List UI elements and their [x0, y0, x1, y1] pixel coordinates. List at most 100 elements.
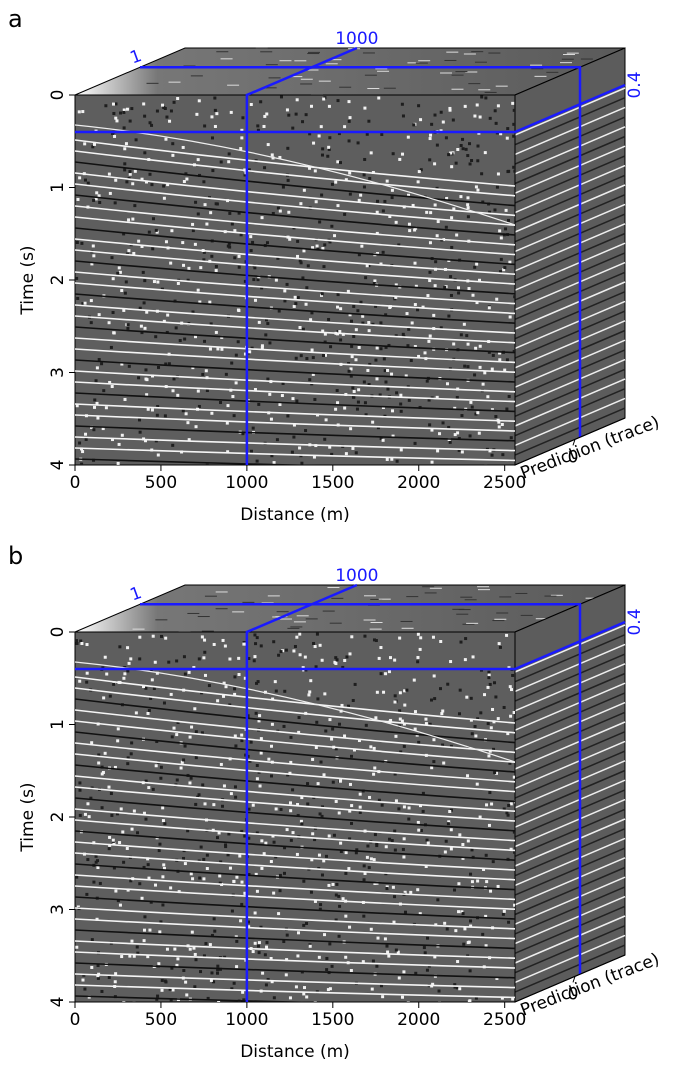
speckle	[344, 452, 348, 456]
speckle	[89, 321, 93, 325]
speckle	[203, 339, 207, 343]
speckle	[171, 443, 175, 447]
speckle	[182, 758, 186, 762]
speckle	[243, 173, 247, 177]
speckle	[413, 303, 417, 307]
speckle	[199, 266, 203, 270]
speckle	[91, 244, 95, 248]
side-event	[514, 682, 626, 731]
speckle	[254, 711, 258, 715]
speckle	[194, 425, 198, 429]
speckle	[352, 395, 356, 399]
speckle	[439, 326, 443, 330]
speckle	[466, 774, 470, 778]
speckle	[97, 358, 101, 362]
speckle	[110, 813, 114, 817]
speckle	[378, 393, 382, 397]
speckle	[109, 792, 113, 796]
speckle	[313, 397, 317, 401]
speckle	[367, 383, 371, 387]
speckle	[123, 397, 127, 401]
speckle	[471, 293, 475, 297]
speckle	[458, 833, 462, 837]
speckle	[358, 792, 362, 796]
speckle	[125, 107, 129, 111]
speckle	[375, 964, 379, 968]
speckle	[309, 679, 313, 683]
speckle	[264, 841, 268, 845]
speckle	[379, 321, 383, 325]
speckle	[138, 657, 142, 661]
speckle	[256, 680, 260, 684]
speckle	[160, 634, 164, 638]
speckle	[362, 914, 366, 918]
speckle	[184, 980, 188, 984]
speckle	[163, 414, 167, 418]
speckle	[451, 118, 455, 122]
event	[75, 929, 515, 950]
speckle	[379, 984, 383, 988]
speckle	[156, 405, 160, 409]
speckle	[296, 296, 300, 300]
speckle	[430, 122, 434, 126]
y-tick-label: 3	[48, 367, 68, 378]
speckle	[285, 958, 289, 962]
speckle	[470, 405, 474, 409]
speckle	[162, 106, 166, 110]
speckle	[78, 788, 82, 792]
speckle	[81, 302, 85, 306]
speckle	[81, 110, 85, 114]
speckle	[493, 771, 497, 775]
speckle	[318, 643, 322, 647]
speckle	[76, 296, 80, 300]
speckle	[176, 281, 180, 285]
speckle	[243, 352, 247, 356]
speckle	[352, 389, 356, 393]
speckle	[423, 351, 427, 355]
speckle	[277, 309, 281, 313]
speckle	[144, 368, 148, 372]
speckle	[336, 401, 340, 405]
speckle	[372, 281, 376, 285]
speckle	[507, 920, 511, 924]
speckle	[433, 162, 437, 166]
speckle	[132, 809, 136, 813]
speckle	[122, 110, 126, 114]
speckle	[271, 697, 275, 701]
speckle	[247, 656, 251, 660]
speckle	[512, 165, 515, 169]
speckle	[129, 879, 133, 883]
speckle	[194, 756, 198, 760]
speckle	[155, 740, 159, 744]
speckle	[298, 325, 302, 329]
speckle	[136, 831, 140, 835]
speckle	[427, 339, 431, 343]
speckle	[297, 716, 301, 720]
speckle	[122, 676, 126, 680]
speckle	[377, 96, 381, 100]
speckle	[466, 365, 470, 369]
speckle	[260, 216, 264, 220]
speckle	[286, 773, 290, 777]
speckle	[95, 917, 99, 921]
speckle	[489, 889, 493, 893]
event	[75, 216, 515, 256]
speckle	[146, 711, 150, 715]
side-event	[514, 692, 626, 741]
speckle	[410, 321, 414, 325]
speckle	[499, 257, 503, 261]
speckle	[144, 779, 148, 783]
speckle	[228, 703, 232, 707]
side-event	[514, 368, 626, 417]
event	[75, 238, 515, 275]
speckle	[469, 696, 473, 700]
speckle	[269, 860, 273, 864]
y-tick-label: 3	[48, 904, 68, 915]
speckle	[493, 208, 497, 212]
side-event	[514, 760, 626, 809]
speckle	[398, 691, 402, 695]
speckle	[182, 655, 186, 659]
speckle	[127, 661, 131, 665]
speckle	[490, 367, 494, 371]
speckle	[237, 254, 241, 258]
